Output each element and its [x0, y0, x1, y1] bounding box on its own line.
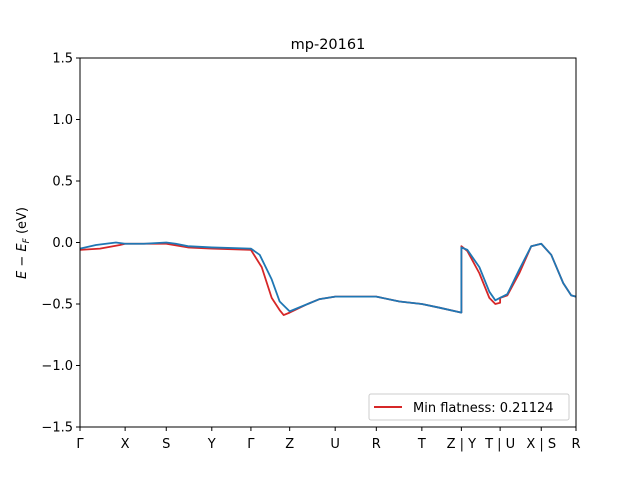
x-tick-label: Z	[285, 437, 294, 452]
x-tick-label: U	[330, 437, 340, 452]
legend-label: Min flatness: 0.21124	[413, 401, 554, 416]
x-tick-label: R	[571, 437, 580, 452]
y-axis-label-e1: E	[15, 270, 30, 279]
y-axis-label: E − EF (eV)	[15, 207, 32, 279]
x-tick-label: Z | Y	[447, 437, 477, 452]
y-axis-label-e2: E	[15, 243, 30, 252]
x-tick-label: Y	[207, 437, 216, 452]
x-tick-label: X | S	[526, 437, 556, 452]
y-tick-label: 0.0	[52, 236, 73, 251]
y-tick-label: 1.5	[52, 52, 73, 67]
x-tick-label: Γ	[247, 437, 255, 452]
x-tick-label: X	[121, 437, 130, 452]
chart-title: mp-20161	[291, 37, 366, 53]
series-line-1	[79, 241, 577, 314]
x-tick-label: Γ	[76, 437, 84, 452]
x-tick-label: R	[372, 437, 381, 452]
x-tick-label: T	[417, 437, 426, 452]
y-axis-label-sub: F	[22, 237, 32, 243]
y-axis-label-unit: (eV)	[15, 207, 30, 238]
y-tick-label: 1.0	[52, 113, 73, 128]
y-tick-label: −1.5	[41, 421, 73, 436]
y-tick-label: −1.0	[41, 359, 73, 374]
y-axis-label-minus: −	[15, 252, 30, 271]
x-tick-label: S	[162, 437, 170, 452]
plot-frame	[79, 57, 577, 428]
legend: Min flatness: 0.21124	[368, 393, 570, 421]
y-tick-label: −0.5	[41, 298, 73, 313]
legend-box	[368, 393, 570, 421]
x-tick-label: T | U	[484, 437, 515, 452]
y-tick-label: 0.5	[52, 175, 73, 190]
svg-text:E − EF (eV): E − EF (eV)	[15, 207, 32, 279]
